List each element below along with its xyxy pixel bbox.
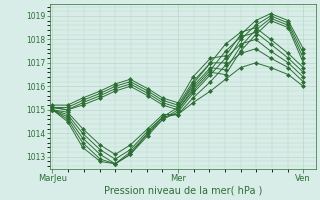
X-axis label: Pression niveau de la mer( hPa ): Pression niveau de la mer( hPa ) — [104, 186, 262, 196]
